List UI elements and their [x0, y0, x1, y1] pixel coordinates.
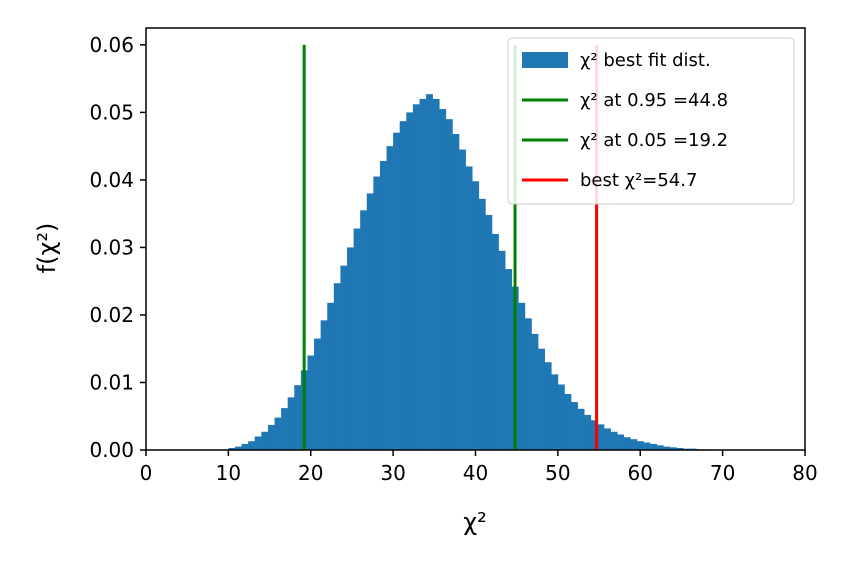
histogram-bar-42 [505, 269, 513, 450]
histogram-bar-2 [241, 443, 249, 450]
x-tick-label-3: 30 [380, 461, 405, 485]
histogram-bar-58 [610, 431, 618, 450]
histogram-bar-31 [432, 98, 440, 451]
histogram-bar-44 [518, 302, 526, 450]
histogram-bar-49 [551, 374, 559, 450]
x-tick-label-1: 10 [216, 461, 241, 485]
histogram-bar-34 [452, 134, 460, 450]
histogram-bar-53 [577, 408, 585, 450]
histogram-bar-65 [656, 445, 664, 450]
x-tick-label-2: 20 [298, 461, 323, 485]
x-tick-label-7: 70 [710, 461, 735, 485]
histogram-bar-60 [623, 437, 631, 450]
histogram-bar-67 [669, 447, 677, 450]
histogram-bar-7 [274, 417, 282, 450]
histogram-bar-51 [564, 393, 572, 450]
histogram-bar-32 [439, 109, 447, 451]
histogram-bar-41 [498, 250, 506, 450]
y-tick-label-5: 0.05 [89, 100, 134, 124]
y-tick-label-0: 0.00 [89, 438, 134, 462]
histogram-bar-8 [281, 408, 288, 450]
histogram-bar-55 [590, 420, 598, 450]
histogram-bar-19 [353, 228, 361, 450]
histogram-bar-35 [459, 149, 466, 450]
histogram-bar-20 [360, 210, 368, 450]
histogram-bar-28 [412, 104, 420, 450]
histogram-bar-25 [393, 132, 401, 450]
histogram-bar-56 [597, 424, 605, 450]
legend-box [507, 37, 795, 205]
histogram-bar-68 [676, 447, 684, 450]
histogram-bar-52 [571, 402, 578, 450]
histogram-bar-48 [544, 362, 552, 450]
histogram-bar-26 [399, 121, 407, 450]
histogram-bar-50 [557, 384, 565, 450]
histogram-bar-37 [472, 181, 480, 451]
y-tick-label-4: 0.04 [89, 168, 134, 192]
y-tick-label-3: 0.03 [89, 235, 134, 259]
histogram-bar-16 [333, 283, 341, 450]
histogram-bar-18 [346, 247, 354, 450]
histogram-bar-0 [228, 447, 236, 450]
histogram-bar-6 [267, 425, 275, 450]
x-tick-label-4: 40 [463, 461, 488, 485]
histogram-bar-66 [663, 446, 671, 450]
x-tick-label-5: 50 [545, 461, 570, 485]
x-tick-label-0: 0 [140, 461, 153, 485]
histogram-bar-61 [630, 439, 638, 450]
legend-label-0: χ² best fit dist. [580, 50, 711, 71]
legend-label-2: χ² at 0.05 =19.2 [580, 130, 728, 151]
histogram-bar-29 [419, 98, 427, 451]
legend-label-3: best χ²=54.7 [580, 170, 697, 191]
x-axis-label: χ² [463, 508, 486, 536]
histogram-bar-9 [287, 397, 295, 450]
histogram-bar-54 [584, 414, 592, 450]
histogram-bar-57 [604, 428, 611, 450]
histogram-bars [228, 94, 710, 451]
x-tick-label-8: 80 [792, 461, 817, 485]
histogram-bar-17 [340, 265, 348, 450]
y-axis-label: f(χ²) [33, 223, 61, 274]
tick-labels: 0 10 20 30 40 50 60 70 80 0.00 0.01 0.02 0.03 0.04 0.0… [89, 33, 817, 485]
x-tick-label-6: 60 [628, 461, 653, 485]
histogram-bar-45 [524, 318, 532, 450]
histogram-bar-39 [485, 215, 493, 450]
histogram-bar-21 [366, 193, 374, 450]
histogram-bar-36 [465, 166, 473, 450]
y-tick-label-6: 0.06 [89, 33, 134, 57]
histogram-bar-46 [531, 333, 539, 450]
histogram-bar-10 [294, 385, 302, 450]
histogram-bar-59 [617, 434, 625, 450]
y-tick-label-1: 0.01 [89, 370, 134, 394]
histogram-bar-13 [314, 338, 321, 450]
histogram-bar-5 [261, 431, 269, 450]
histogram-bar-62 [636, 441, 644, 450]
legend-patch-0 [522, 52, 568, 68]
histogram-bar-22 [373, 176, 381, 450]
histogram-bar-47 [538, 348, 545, 450]
histogram-bar-64 [650, 443, 658, 450]
histogram-bar-33 [445, 119, 453, 450]
histogram-bar-63 [643, 442, 651, 450]
histogram-bar-3 [248, 441, 256, 450]
histogram-bar-38 [478, 198, 486, 450]
histogram-bar-15 [327, 302, 335, 450]
legend-label-1: χ² at 0.95 =44.8 [580, 90, 728, 111]
histogram-bar-30 [426, 94, 433, 450]
histogram-bar-24 [386, 146, 394, 450]
histogram-bar-23 [379, 161, 387, 450]
histogram-bar-12 [307, 355, 315, 450]
y-tick-label-2: 0.02 [89, 303, 134, 327]
histogram-bar-27 [406, 112, 414, 451]
histogram-bar-1 [234, 446, 242, 450]
histogram-bar-14 [320, 320, 328, 450]
histogram-bar-40 [491, 233, 499, 450]
legend: χ² best fit dist. χ² at 0.95 =44.8 χ² at 0… [507, 37, 795, 205]
histogram-bar-4 [254, 436, 262, 450]
